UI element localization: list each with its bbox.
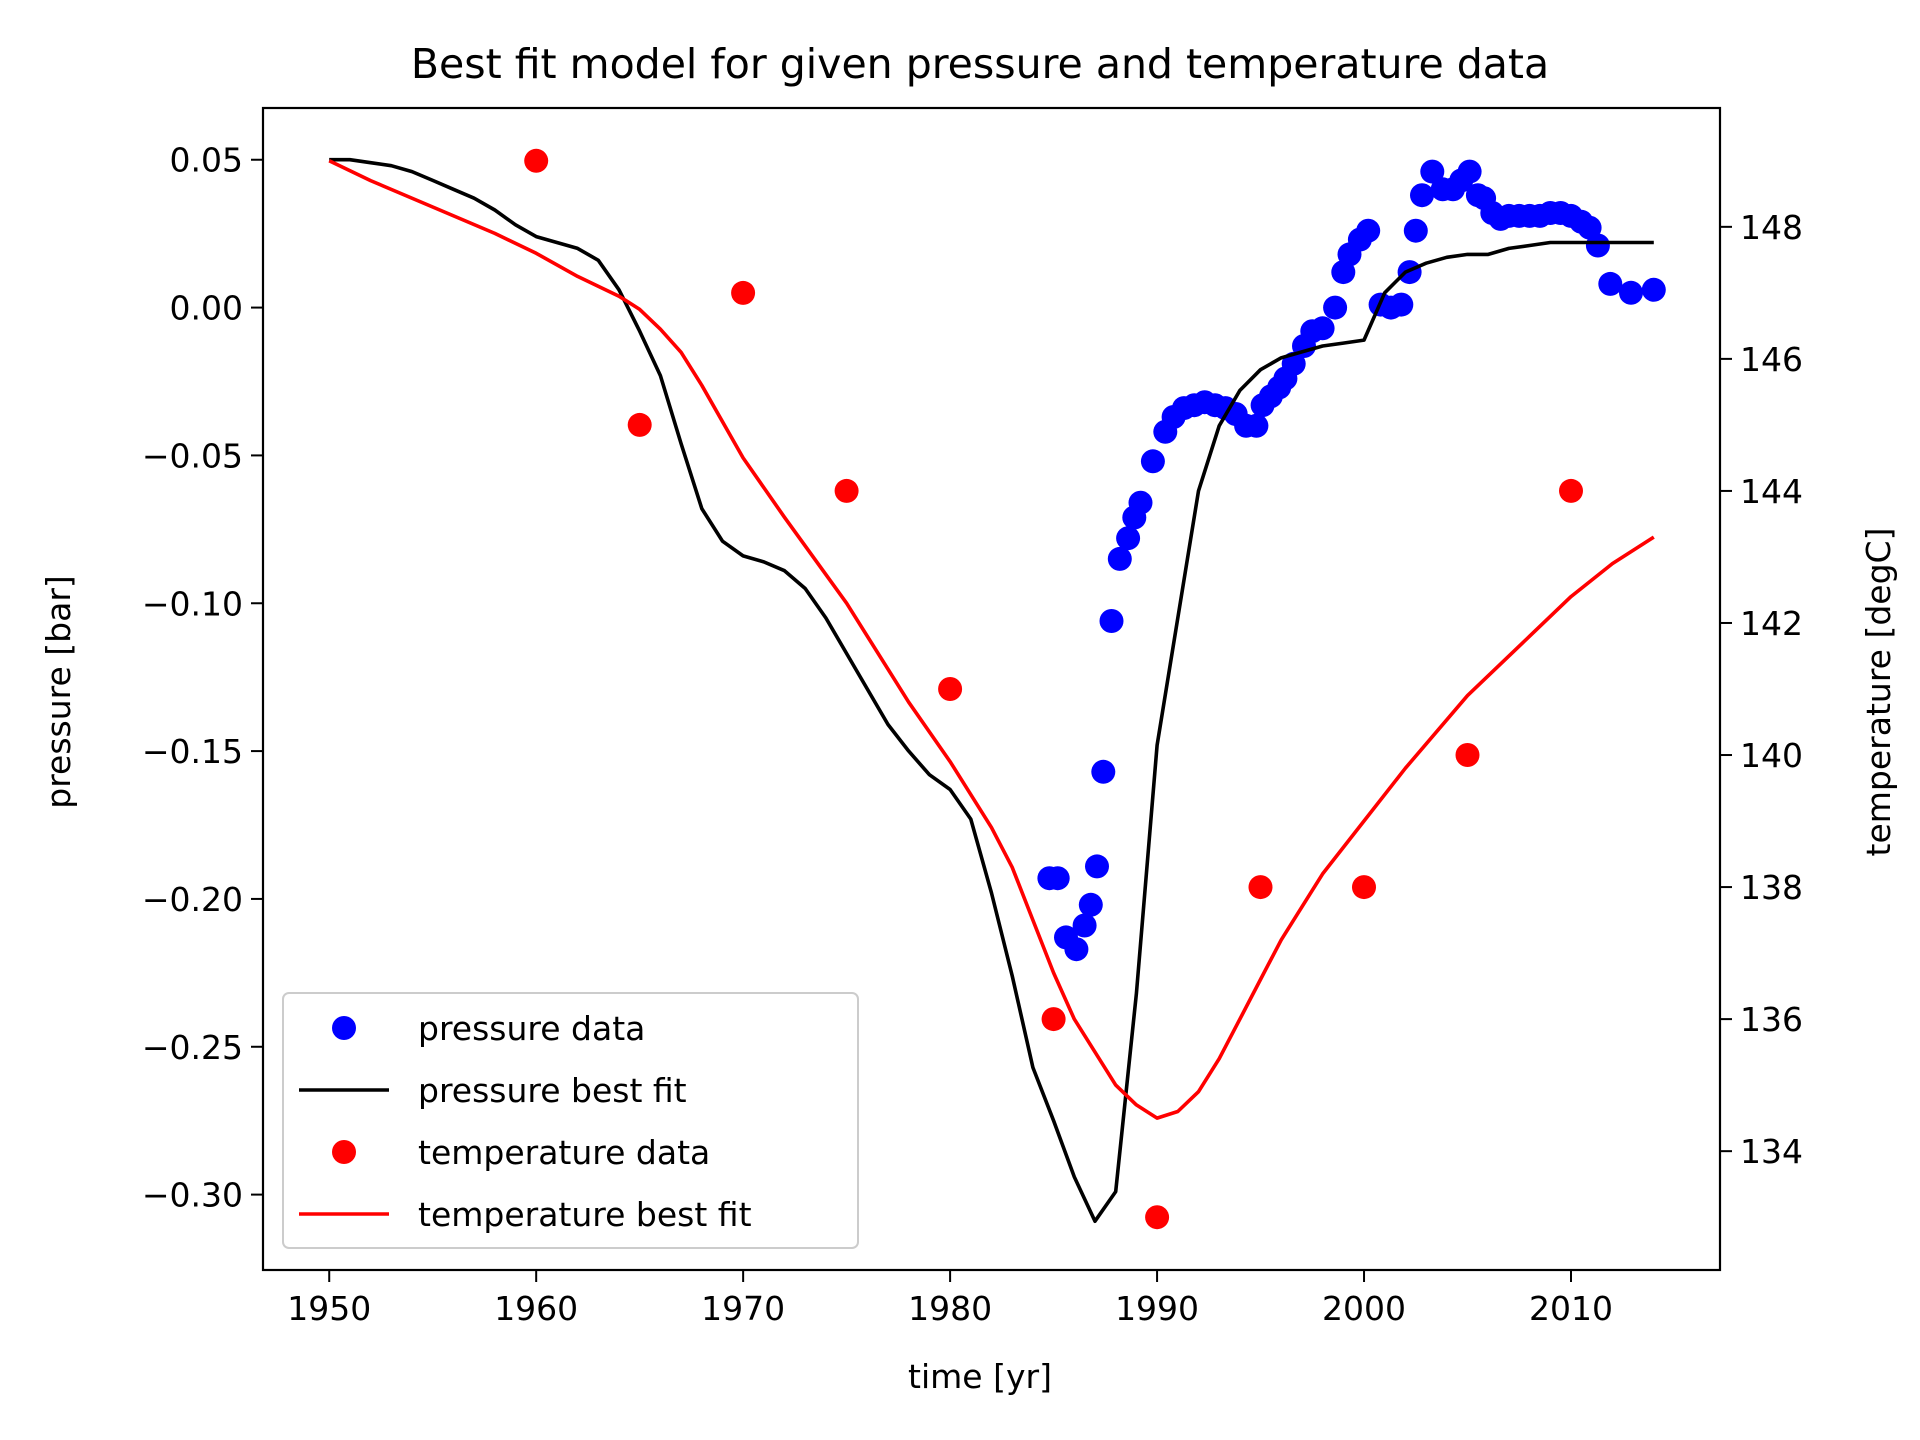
x-tick-label: 1980 [908,1289,992,1328]
temperature-data-point [1455,743,1480,767]
pressure-data-point [1457,159,1482,184]
plot-area [261,106,1722,1272]
y-right-tick-label: 134 [1740,1132,1803,1171]
x-axis-label: time [yr] [908,1357,1052,1396]
pressure-data-point [1310,316,1335,341]
x-tick-label: 2000 [1322,1289,1406,1328]
legend-swatch-pressure-data [332,1016,356,1040]
pressure-data-point [1420,159,1445,184]
pressure-data-point [1577,215,1602,240]
x-tick-label: 1990 [1115,1289,1199,1328]
pressure-data-point [1598,271,1623,296]
y-right-tick-label: 136 [1740,1000,1803,1039]
pressure-data-point [1619,280,1643,305]
temperature-data-point [834,478,859,503]
y-left-tick-label: −0.30 [142,1176,243,1215]
pressure-data-point [1116,526,1141,551]
pressure-data-point [1107,546,1132,571]
temperature-data-point [627,412,652,437]
pressure-data-point [1389,292,1414,317]
legend-swatch-temperature-data [332,1140,356,1164]
plot-frame [261,106,1722,1272]
legend-label-temperature-data: temperature data [418,1133,710,1172]
y-left-tick-label: 0.05 [170,141,243,180]
y-right-tick-label: 140 [1740,736,1803,775]
temperature-data-point [1352,875,1376,900]
pressure-data-point [1045,866,1070,891]
pressure-data-point [1403,218,1428,243]
legend-label-temperature-best-fit: temperature best fit [418,1195,752,1234]
y-left-tick-label: −0.20 [142,880,243,919]
y-left-tick-label: −0.15 [142,732,243,771]
legend-label-pressure-best-fit: pressure best fit [418,1071,687,1110]
pressure-data-point [1085,854,1109,879]
pressure-data-point [1356,218,1381,243]
pressure-data-point [1099,609,1124,633]
temperature-data-point [1145,1205,1170,1230]
y-right-tick-label: 146 [1740,340,1803,379]
temperature-data-point [1559,478,1583,503]
series-group [328,148,1666,1230]
x-tick-label: 1950 [287,1289,371,1328]
y-right-tick-label: 142 [1740,604,1803,643]
pressure-data-point [1128,490,1153,515]
y-left-tick-label: −0.10 [142,584,243,623]
chart-title: Best fit model for given pressure and te… [411,40,1549,88]
legend-box [282,992,859,1249]
pressure-data-point [1140,449,1165,474]
pressure-data-point [1091,759,1116,784]
x-tick-label: 2010 [1529,1289,1613,1328]
y-left-tick-label: 0.00 [170,289,243,328]
y-right-tick-label: 144 [1740,472,1803,511]
temperature-data-point [1041,1007,1066,1032]
pressure-data-point [1323,295,1348,320]
y-left-tick-label: −0.05 [142,436,243,475]
y-right-tick-label: 148 [1740,208,1803,247]
y-right-tick-label: 138 [1740,868,1803,907]
pressure-best-fit-line [329,157,1654,1223]
pressure-data-point [1410,183,1434,208]
x-tick-label: 1960 [494,1289,578,1328]
pressure-data-point [1641,277,1666,302]
pressure-data-point [1078,892,1103,917]
y-axis-left-label: pressure [bar] [39,575,78,809]
y-left-tick-label: −0.25 [142,1028,243,1067]
pressure-data-point [1585,233,1610,258]
pressure-data-point [1244,413,1269,438]
temperature-data-point [524,148,549,173]
temperature-data-point [1248,875,1273,900]
y-axis-right-label: temperature [degC] [1859,528,1898,857]
legend-label-pressure-data: pressure data [418,1009,645,1048]
legend: pressure data pressure best fit temperatur… [282,992,859,1249]
pressure-data-point [1064,937,1089,962]
axes-ticks: 1950 1960 1970 1980 1990 2000 2010 0.05 0.00 −0.0… [142,141,1803,1328]
x-tick-label: 1970 [701,1289,785,1328]
temperature-best-fit-line [328,159,1655,1120]
temperature-data-point [731,280,756,305]
pressure-data-point [1072,913,1097,938]
temperature-data-point [938,677,963,701]
